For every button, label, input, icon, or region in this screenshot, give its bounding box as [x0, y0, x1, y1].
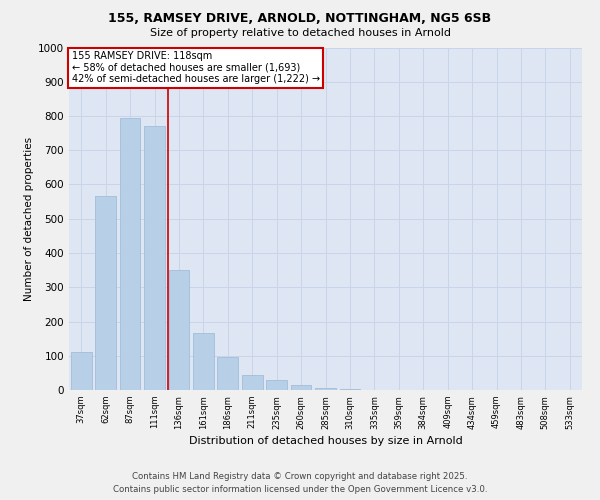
- Text: 155 RAMSEY DRIVE: 118sqm
← 58% of detached houses are smaller (1,693)
42% of sem: 155 RAMSEY DRIVE: 118sqm ← 58% of detach…: [71, 51, 320, 84]
- Bar: [242, 374, 263, 390]
- Bar: [315, 388, 336, 390]
- Bar: [169, 270, 190, 390]
- Bar: [266, 380, 287, 390]
- Y-axis label: Number of detached properties: Number of detached properties: [24, 136, 34, 301]
- Bar: [71, 352, 92, 390]
- Bar: [144, 126, 165, 390]
- Bar: [290, 385, 311, 390]
- Bar: [217, 358, 238, 390]
- Bar: [119, 118, 140, 390]
- Bar: [95, 196, 116, 390]
- Text: Contains HM Land Registry data © Crown copyright and database right 2025.
Contai: Contains HM Land Registry data © Crown c…: [113, 472, 487, 494]
- Text: Size of property relative to detached houses in Arnold: Size of property relative to detached ho…: [149, 28, 451, 38]
- Bar: [193, 334, 214, 390]
- X-axis label: Distribution of detached houses by size in Arnold: Distribution of detached houses by size …: [188, 436, 463, 446]
- Text: 155, RAMSEY DRIVE, ARNOLD, NOTTINGHAM, NG5 6SB: 155, RAMSEY DRIVE, ARNOLD, NOTTINGHAM, N…: [109, 12, 491, 26]
